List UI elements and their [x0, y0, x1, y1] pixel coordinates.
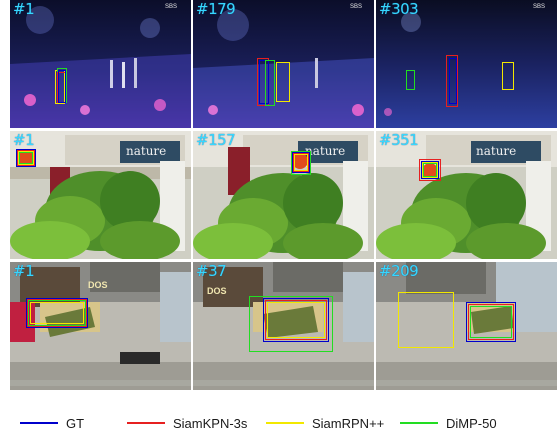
siamrpn-box: [294, 154, 308, 171]
legend-swatch: [127, 422, 165, 424]
gt-box: [26, 298, 88, 328]
gt-box: [16, 149, 36, 167]
dimp-box: [291, 151, 311, 175]
plant-scene: [376, 131, 557, 259]
dimp-box: [249, 296, 333, 352]
siamkpn-box: [27, 299, 87, 327]
skating-scene: [193, 0, 374, 128]
gt-box: [58, 70, 66, 103]
skating-scene: [10, 0, 191, 128]
gt-box: [263, 298, 329, 342]
tv-logo: SBS: [532, 4, 545, 10]
siamkpn-box: [265, 300, 327, 340]
plant-scene: [193, 131, 374, 259]
legend-swatch: [266, 422, 304, 424]
siamrpn-box: [276, 62, 290, 102]
siamkpn-box: [468, 304, 514, 340]
plant-scene: [10, 131, 191, 259]
dimp-box: [423, 163, 437, 177]
siamrpn-box: [398, 292, 454, 348]
frame-number: #303: [379, 0, 419, 18]
frame-number: #37: [196, 262, 227, 280]
dimp-box: [265, 60, 275, 106]
skating-frame-303: SBS #303: [376, 0, 557, 128]
legend-label: GT: [66, 416, 85, 431]
frame-number: #157: [196, 131, 236, 149]
siamkpn-box: [419, 159, 441, 181]
siamkpn-box: [293, 153, 309, 172]
frame-number: #1: [13, 131, 35, 149]
poster-text: nature: [476, 144, 517, 158]
skating-frame-1: SBS #1: [10, 0, 191, 128]
dimp-box: [406, 70, 415, 90]
desk-frame-209: #209: [376, 262, 557, 390]
tv-logo: SBS: [349, 4, 362, 10]
siamrpn-box: [18, 151, 34, 165]
legend-label: SiamRPN++: [312, 416, 385, 431]
poster-text: nature: [126, 144, 167, 158]
dimp-box: [470, 306, 512, 338]
siamkpn-box: [17, 150, 35, 166]
siamrpn-box: [30, 302, 84, 324]
tv-logo: SBS: [164, 4, 177, 10]
plant-frame-1: nature #1: [10, 131, 191, 259]
siamkpn-box: [446, 55, 458, 107]
legend-label: SiamKPN-3s: [173, 416, 248, 431]
dimp-box: [19, 152, 33, 164]
legend-swatch: [20, 422, 58, 424]
frame-number: #179: [196, 0, 236, 18]
siamrpn-box: [422, 162, 438, 178]
gt-box: [449, 58, 457, 104]
box-text: DOS: [88, 280, 108, 290]
gt-box: [292, 152, 310, 173]
legend-swatch: [400, 422, 438, 424]
frame-number: #1: [13, 0, 35, 18]
legend: GT SiamKPN-3s SiamRPN++ DiMP-50: [0, 414, 559, 434]
desk-scene: [193, 262, 374, 390]
dimp-box: [28, 300, 86, 326]
skating-frame-179: SBS #179: [193, 0, 374, 128]
siamrpn-box: [267, 302, 325, 338]
gt-box: [259, 60, 269, 104]
desk-frame-1: DOS #1: [10, 262, 191, 390]
gt-box: [466, 302, 516, 342]
legend-label: DiMP-50: [446, 416, 497, 431]
plant-frame-157: nature #157: [193, 131, 374, 259]
siamrpn-box: [502, 62, 514, 90]
box-text: DOS: [207, 286, 227, 296]
gt-box: [421, 161, 439, 179]
desk-frame-37: DOS #37: [193, 262, 374, 390]
poster-text: nature: [305, 144, 346, 158]
skating-scene: [376, 0, 557, 128]
tracking-results-grid: SBS #1 SBS #179: [10, 0, 557, 390]
frame-number: #209: [379, 262, 419, 280]
frame-number: #351: [379, 131, 419, 149]
frame-number: #1: [13, 262, 35, 280]
plant-frame-351: nature #351: [376, 131, 557, 259]
